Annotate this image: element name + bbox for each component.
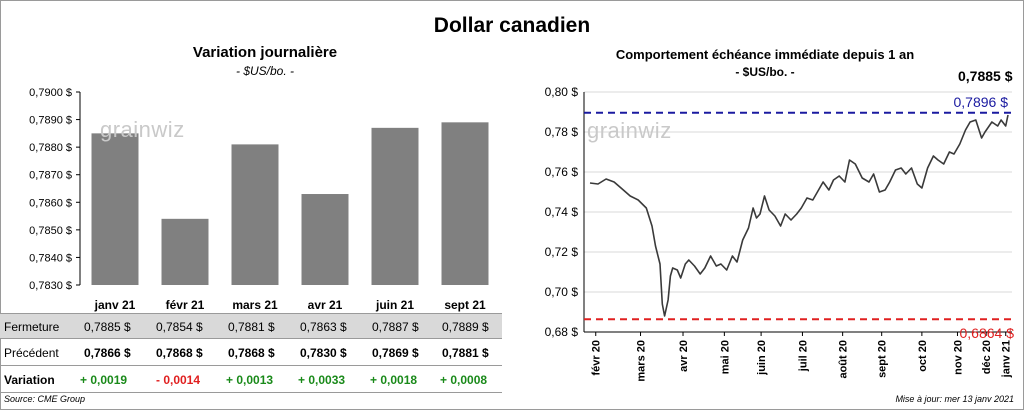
bar-x-label: juin 21 [375,298,414,312]
fermeture-cell: 0,7887 $ [372,320,419,334]
line-x-tick-label: déc 20 [981,340,993,374]
low-label: 0,6864 $ [960,325,1015,341]
line-y-tick-label: 0,76 $ [545,165,579,179]
line-x-tick-label: mars 20 [636,340,648,382]
line-x-tick-label: sept 20 [877,340,889,378]
row-label-variation: Variation [4,373,55,387]
precedent-cell: 0,7868 $ [156,346,203,360]
bar-y-tick-label: 0,7900 $ [29,87,72,99]
bar [301,194,349,285]
bar [441,122,489,285]
line-y-tick-label: 0,78 $ [545,125,579,139]
bar-x-label: janv 21 [94,298,136,312]
line-y-tick-label: 0,80 $ [545,85,579,99]
bar-y-tick-label: 0,7880 $ [29,142,72,154]
line-y-tick-label: 0,74 $ [545,205,579,219]
bar [231,144,279,285]
bar-x-label: avr 21 [308,298,343,312]
price-series-line [589,114,1009,317]
variation-cell: + 0,0033 [298,373,346,387]
bar-y-tick-label: 0,7860 $ [29,197,72,209]
row-label-precedent: Précédent [4,346,59,360]
line-y-tick-label: 0,72 $ [545,245,579,259]
table-row-precedent: Précédent 0,7866 $ 0,7868 $ 0,7868 $ 0,7… [0,340,502,366]
bar-y-tick-label: 0,7850 $ [29,225,72,237]
high-label: 0,7896 $ [954,94,1009,110]
last-value-label: 0,7885 $ [958,68,1013,84]
bar-x-label: févr 21 [166,298,205,312]
line-y-tick-label: 0,68 $ [545,325,579,339]
precedent-cell: 0,7868 $ [228,346,275,360]
fermeture-cell: 0,7881 $ [228,320,275,334]
line-x-tick-label: nov 20 [952,340,964,375]
bar-x-label: mars 21 [232,298,278,312]
bar-chart-subtitle: - $US/bo. - [235,64,295,78]
line-chart-subtitle: - $US/bo. - [735,65,795,79]
variation-cell: + 0,0018 [370,373,418,387]
row-label-fermeture: Fermeture [4,320,60,334]
variation-cell: + 0,0013 [226,373,274,387]
line-y-tick-label: 0,70 $ [545,285,579,299]
bar-y-tick-label: 0,7870 $ [29,170,72,182]
fermeture-cell: 0,7863 $ [300,320,347,334]
bar-chart-title: Variation journalière [192,44,338,61]
bar-y-tick-label: 0,7890 $ [29,115,72,127]
watermark-left: grainwiz [100,117,185,142]
variation-cell: + 0,0008 [440,373,488,387]
bar-x-label: sept 21 [444,298,486,312]
line-x-tick-label: juil 20 [797,340,809,372]
line-chart-title: Comportement échéance immédiate depuis 1… [615,47,915,62]
bar [161,218,209,285]
page-title: Dollar canadien [433,14,591,37]
line-x-tick-label: mai 20 [719,340,731,374]
line-x-tick-label: oct 20 [917,340,929,372]
line-x-tick-label: janv 21 [1001,340,1013,378]
table-row-variation: Variation + 0,0019 - 0,0014 + 0,0013 + 0… [0,367,502,393]
precedent-cell: 0,7881 $ [442,346,489,360]
update-note: Mise à jour: mer 13 janv 2021 [895,394,1014,404]
source-note: Source: CME Group [4,394,86,404]
bar [371,127,419,285]
variation-cell: - 0,0014 [156,373,201,387]
precedent-cell: 0,7869 $ [372,346,419,360]
precedent-cell: 0,7866 $ [84,346,131,360]
precedent-cell: 0,7830 $ [300,346,347,360]
fermeture-cell: 0,7854 $ [156,320,203,334]
bar-y-tick-label: 0,7830 $ [29,280,72,292]
line-x-tick-label: avr 20 [678,340,690,372]
watermark-right: grainwiz [587,118,672,143]
bar [91,133,139,285]
table-row-fermeture: Fermeture 0,7885 $ 0,7854 $ 0,7881 $ 0,7… [0,313,502,339]
variation-cell: + 0,0019 [80,373,128,387]
line-x-tick-label: août 20 [838,340,850,379]
fermeture-cell: 0,7889 $ [442,320,489,334]
bar-y-tick-label: 0,7840 $ [29,252,72,264]
line-x-tick-label: juin 20 [756,340,768,376]
fermeture-cell: 0,7885 $ [84,320,131,334]
line-x-tick-label: févr 20 [591,340,603,375]
